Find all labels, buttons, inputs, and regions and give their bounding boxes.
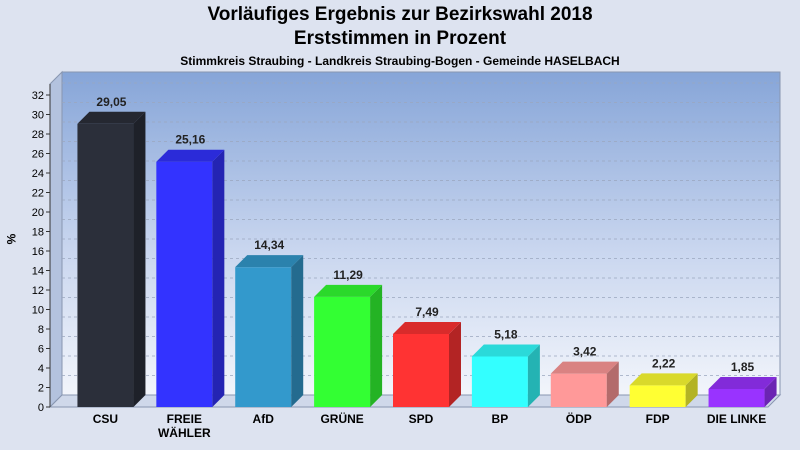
bar-front (471, 356, 528, 407)
bar-fdp (629, 373, 698, 407)
x-category-label: BP (492, 412, 509, 426)
bar-side (212, 149, 225, 407)
bar-top (314, 284, 383, 297)
y-tick-label: 6 (38, 344, 44, 356)
bar-front (550, 373, 607, 407)
bar-top (77, 111, 146, 124)
plot-side-wall (49, 70, 63, 409)
bar-top (708, 376, 777, 389)
bar-top (156, 149, 225, 162)
bar-side (606, 361, 619, 407)
bar-grüne (314, 284, 383, 407)
x-category-label: WÄHLER (158, 425, 211, 440)
chart-title: Vorläufiges Ergebnis zur Bezirkswahl 201… (207, 4, 593, 25)
y-tick-label: 30 (32, 110, 44, 122)
y-tick-label: 12 (32, 285, 44, 297)
bar-front (314, 296, 371, 407)
y-tick-label: 18 (32, 227, 44, 239)
bar-freie-wähler (156, 149, 225, 407)
y-tick-label: 16 (32, 246, 44, 258)
value-label: 14,34 (254, 238, 284, 252)
x-category-label: CSU (93, 412, 118, 426)
x-category-label: FDP (646, 412, 670, 426)
bar-side (133, 111, 146, 407)
bar-front (156, 161, 213, 407)
bar-side (764, 376, 777, 407)
bar-side (685, 373, 698, 407)
bar-side (527, 344, 540, 407)
y-tick-label: 14 (32, 266, 44, 278)
y-tick-label: 8 (38, 324, 44, 336)
y-tick-label: 20 (32, 207, 44, 219)
bar-top (550, 361, 619, 374)
bar-front (77, 123, 134, 407)
x-category-label: GRÜNE (320, 411, 363, 426)
bar-front (235, 267, 292, 407)
y-tick-label: 4 (38, 363, 44, 375)
value-label: 25,16 (175, 133, 205, 147)
bar-ödp (550, 361, 619, 407)
bar-die-linke (708, 376, 777, 407)
x-category-label: FREIE (167, 412, 202, 426)
chart-subtitle: Erststimmen in Prozent (293, 28, 507, 49)
bar-side (449, 321, 461, 407)
y-tick-label: 22 (32, 188, 44, 200)
bar-front (393, 333, 449, 407)
x-category-label: DIE LINKE (707, 412, 766, 426)
y-tick-label: 28 (32, 129, 44, 141)
bar-bp (471, 344, 540, 407)
y-tick-label: 0 (38, 402, 44, 414)
bar-side (291, 255, 304, 407)
value-label: 1,85 (731, 360, 755, 374)
y-tick-label: 32 (32, 90, 44, 102)
bar-spd (393, 321, 461, 407)
value-label: 29,05 (96, 95, 126, 109)
y-tick-label: 24 (32, 168, 44, 180)
bar-side (370, 284, 383, 407)
y-tick-label: 10 (32, 305, 44, 317)
x-category-label: ÖDP (566, 411, 592, 426)
x-category-label: AfD (253, 412, 275, 426)
y-tick-label: 2 (38, 383, 44, 395)
bar-afd (235, 255, 304, 407)
value-label: 7,49 (415, 305, 439, 319)
chart-caption: Stimmkreis Straubing - Landkreis Straubi… (180, 54, 620, 68)
bar-front (629, 385, 686, 407)
value-label: 11,29 (333, 268, 363, 282)
bar-top (393, 321, 461, 334)
bar-top (629, 373, 698, 386)
bar-front (708, 388, 765, 407)
bar-top (235, 255, 304, 268)
value-label: 2,22 (652, 356, 676, 370)
value-label: 5,18 (494, 327, 518, 341)
y-tick-label: 26 (32, 149, 44, 161)
value-label: 3,42 (573, 345, 597, 359)
bar-csu (77, 111, 146, 407)
x-category-label: SPD (409, 412, 434, 426)
bar-top (471, 344, 540, 357)
